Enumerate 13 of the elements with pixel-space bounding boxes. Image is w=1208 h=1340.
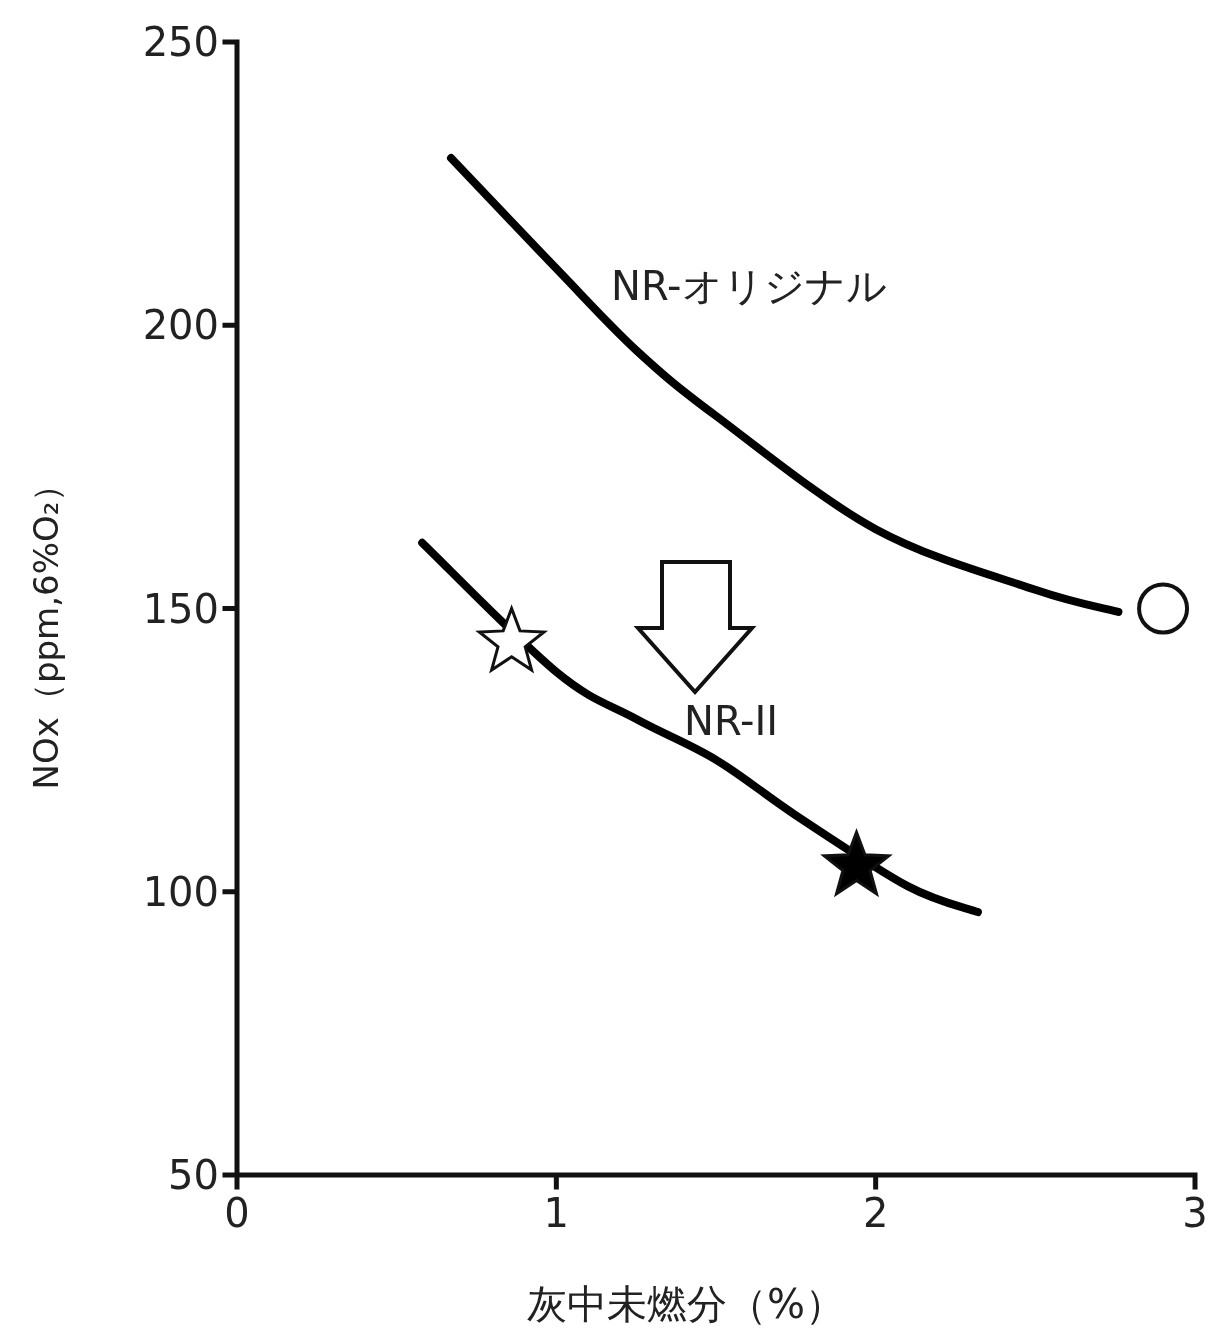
y-tick-label: 200: [142, 302, 219, 349]
x-tick-label: 0: [224, 1190, 250, 1236]
series-label: NR-オリジナル: [611, 262, 887, 309]
y-tick-label: 150: [142, 585, 219, 632]
y-tick-label: 100: [142, 868, 219, 915]
x-tick-label: 3: [1182, 1190, 1208, 1236]
series-label: NR-II: [684, 697, 779, 744]
y-tick-label: 250: [142, 19, 219, 65]
x-tick-label: 2: [862, 1190, 889, 1236]
y-tick-label: 50: [168, 1152, 219, 1198]
x-tick-label: 1: [543, 1190, 570, 1236]
x-axis-title: 灰中未燃分（%）: [526, 1281, 846, 1327]
y-axis-title: NOx（ppm,6%O₂）: [26, 467, 66, 790]
